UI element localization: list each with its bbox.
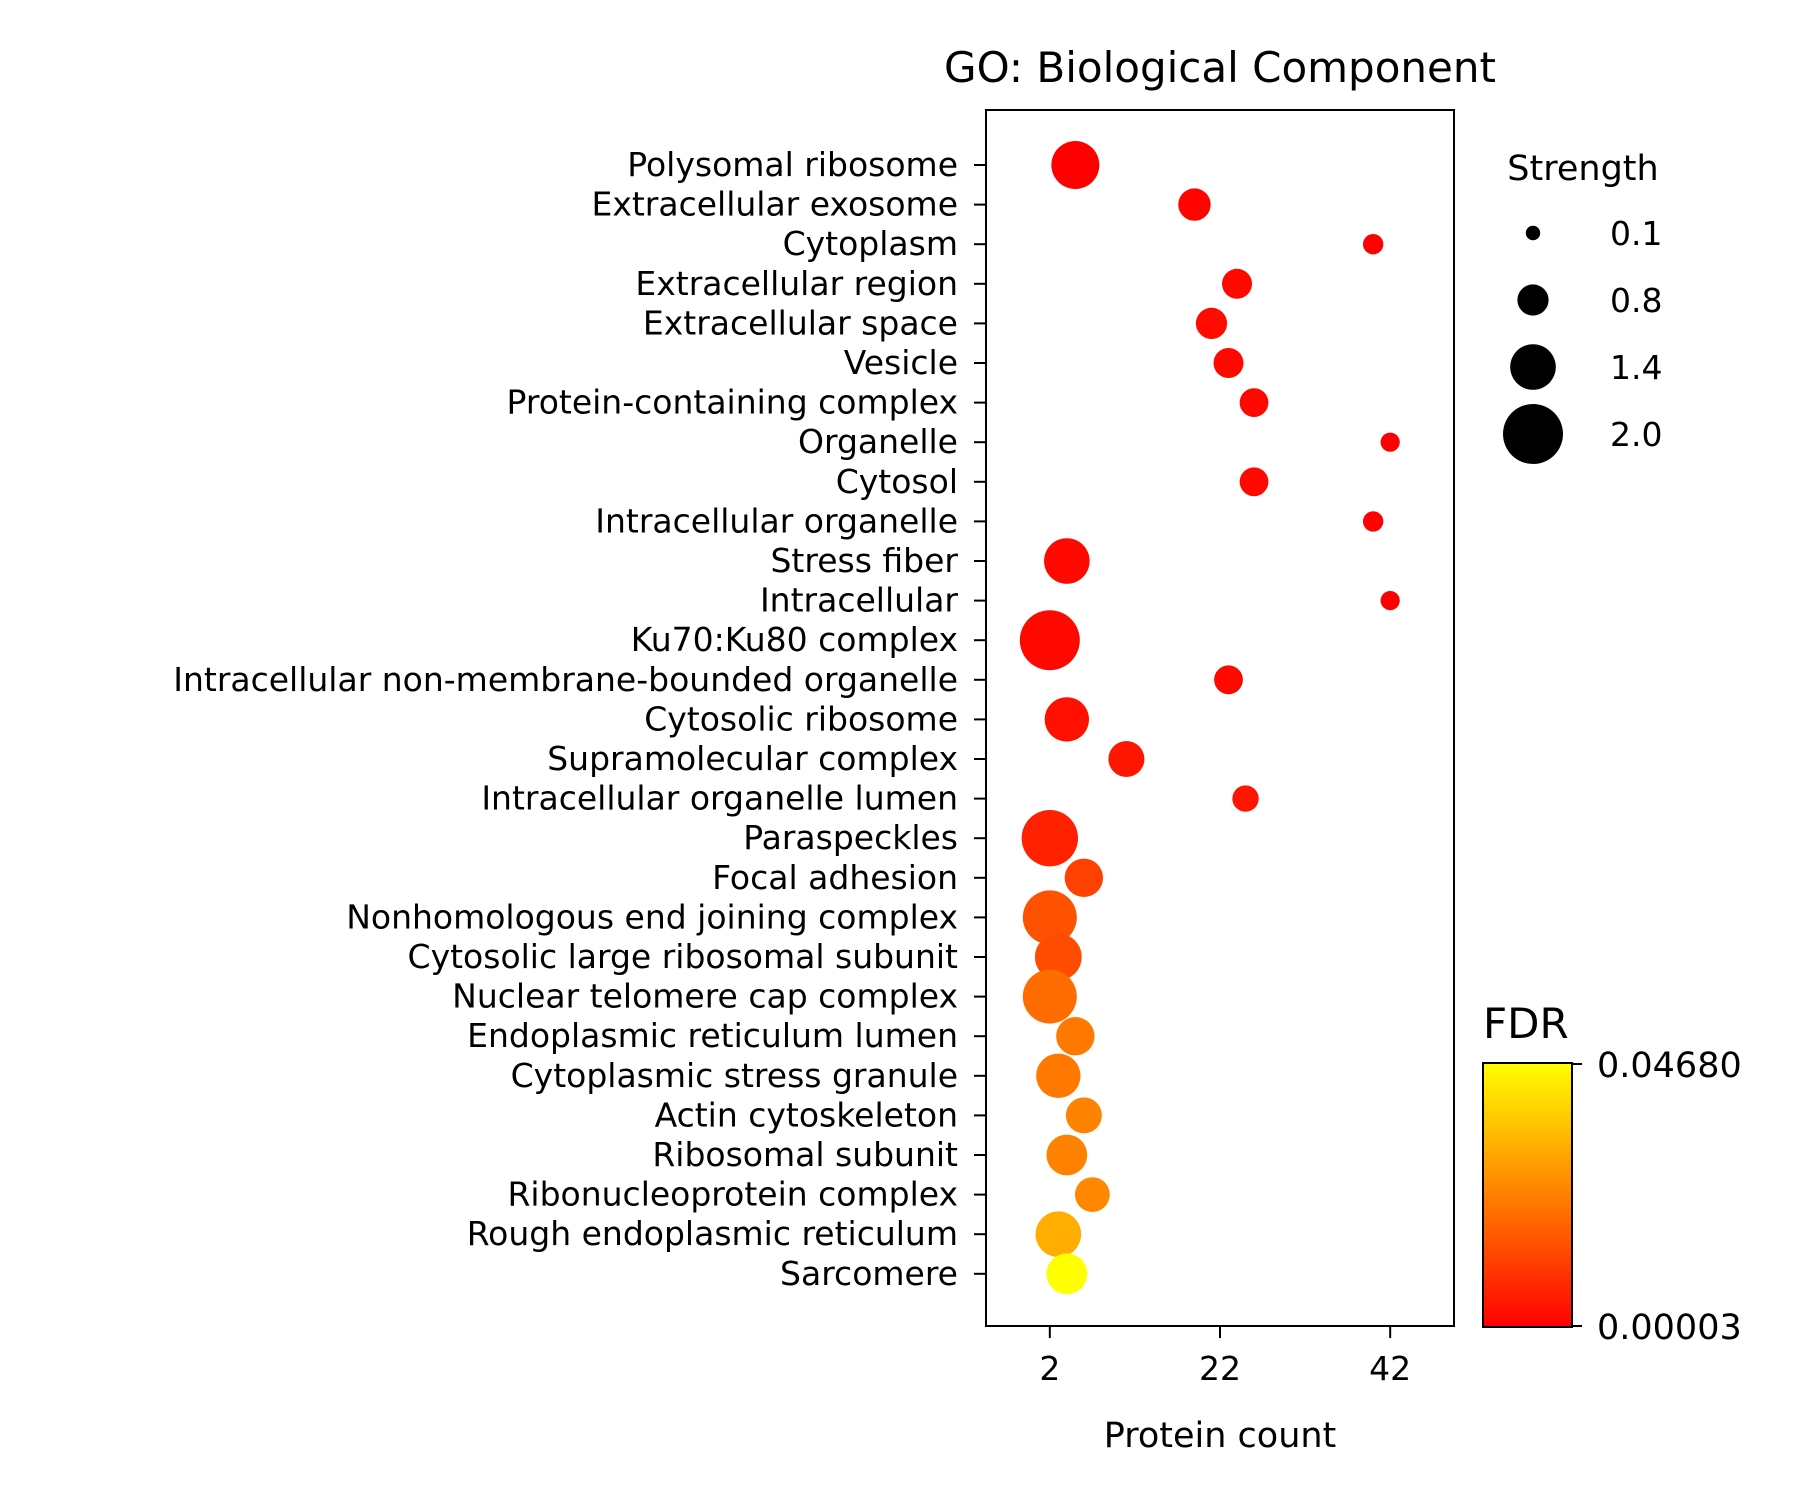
x-tick-label: 42	[1369, 1349, 1411, 1388]
y-tick-label: Ribonucleoprotein complex	[507, 1175, 958, 1214]
y-tick-label: Extracellular exosome	[591, 185, 958, 224]
data-point	[1036, 1053, 1081, 1099]
data-point	[1214, 665, 1243, 695]
data-point	[1021, 810, 1079, 867]
y-tick-label: Supramolecular complex	[547, 739, 958, 778]
y-tick-label: Stress fiber	[770, 541, 958, 580]
y-tick-label: Cytosolic ribosome	[644, 699, 958, 738]
x-tick-label: 2	[1039, 1349, 1060, 1388]
data-point	[1056, 1016, 1095, 1056]
size-legend-label: 0.1	[1610, 214, 1662, 253]
data-point	[1178, 188, 1211, 221]
y-tick-label: Cytoplasm	[783, 224, 958, 263]
data-point	[1108, 741, 1145, 777]
colorbar-title: FDR	[1483, 999, 1569, 1048]
size-legend-title: Strength	[1507, 149, 1658, 189]
plot-area	[1019, 141, 1400, 1295]
size-legend-marker	[1517, 284, 1549, 316]
data-point	[1380, 432, 1400, 452]
data-point	[1035, 1211, 1082, 1257]
data-point	[1044, 538, 1090, 584]
y-tick-label: Extracellular region	[635, 264, 958, 303]
y-tick-label: Extracellular space	[643, 303, 958, 342]
data-point	[1195, 307, 1228, 339]
data-point	[1046, 1253, 1088, 1295]
data-point	[1065, 1097, 1102, 1134]
y-tick-label: Focal adhesion	[712, 858, 958, 897]
y-tick-label: Vesicle	[844, 343, 958, 382]
y-tick-label: Paraspeckles	[743, 818, 958, 857]
y-tick-label: Polysomal ribosome	[627, 145, 958, 184]
x-axis-ticks: 2 22 42	[1039, 1326, 1411, 1388]
size-legend-marker	[1503, 404, 1563, 464]
size-legend-label: 1.4	[1610, 348, 1662, 387]
data-point	[1044, 697, 1090, 742]
data-point	[1074, 1177, 1110, 1212]
y-tick-label: Organelle	[798, 422, 958, 461]
data-point	[1022, 969, 1077, 1024]
y-tick-label: Rough endoplasmic reticulum	[467, 1214, 958, 1253]
data-point	[1064, 858, 1104, 897]
size-legend-marker	[1510, 344, 1556, 390]
data-point	[1046, 1134, 1088, 1176]
y-tick-label: Intracellular non-membrane-bounded organ…	[173, 660, 958, 699]
x-tick-label: 22	[1199, 1349, 1241, 1388]
data-point	[1051, 141, 1100, 189]
data-point	[1034, 933, 1082, 981]
y-tick-label: Cytoplasmic stress granule	[511, 1056, 958, 1095]
data-point	[1239, 388, 1269, 417]
chart-title: GO: Biological Component	[944, 43, 1496, 92]
data-point	[1222, 268, 1253, 299]
colorbar-gradient	[1482, 1062, 1573, 1328]
y-tick-label: Intracellular organelle	[595, 501, 958, 540]
size-legend-marker	[1525, 225, 1541, 241]
colorbar-min-label: 0.00003	[1597, 1308, 1742, 1348]
data-point	[1232, 785, 1259, 812]
y-tick-label: Cytosolic large ribosomal subunit	[408, 937, 959, 976]
data-point	[1022, 890, 1077, 945]
size-legend-label: 2.0	[1610, 415, 1662, 454]
data-point	[1019, 610, 1080, 671]
data-point	[1362, 234, 1384, 255]
data-point	[1213, 348, 1244, 378]
data-point	[1239, 467, 1269, 497]
y-tick-label: Nonhomologous end joining complex	[346, 897, 958, 936]
colorbar-max-label: 0.04680	[1597, 1046, 1742, 1086]
y-tick-label: Endoplasmic reticulum lumen	[467, 1016, 958, 1055]
x-axis-label: Protein count	[1104, 1416, 1337, 1456]
y-tick-label: Ribosomal subunit	[652, 1135, 958, 1174]
data-point	[1362, 511, 1384, 532]
colorbar: FDR 0.04680 0.00003	[1482, 999, 1742, 1348]
y-tick-label: Sarcomere	[780, 1254, 958, 1293]
size-legend-label: 0.8	[1610, 281, 1662, 320]
data-point	[1380, 591, 1400, 611]
y-tick-label: Cytosol	[836, 462, 958, 501]
y-tick-label: Intracellular	[760, 581, 958, 620]
y-tick-label: Protein-containing complex	[507, 383, 958, 422]
y-tick-label: Actin cytoskeleton	[655, 1095, 958, 1134]
y-tick-label: Intracellular organelle lumen	[481, 779, 958, 818]
y-tick-label: Ku70:Ku80 complex	[631, 620, 958, 659]
y-tick-label: Nuclear telomere cap complex	[452, 977, 958, 1016]
size-legend: Strength 0.1 0.8 1.4 2.0	[1503, 149, 1662, 464]
